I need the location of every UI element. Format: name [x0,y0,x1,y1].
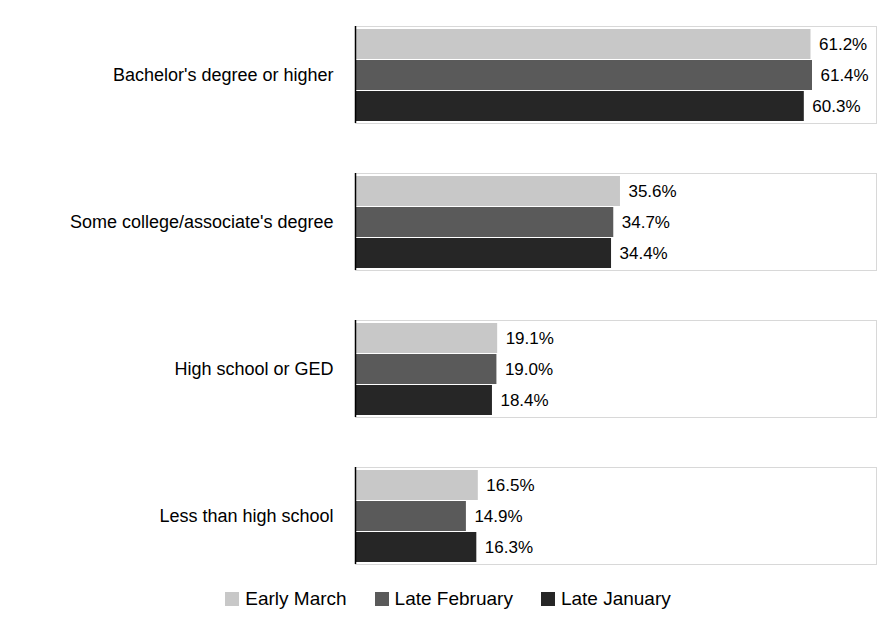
svg-text:60.3%: 60.3% [812,97,860,116]
svg-text:High school or GED: High school or GED [174,359,333,379]
svg-text:34.7%: 34.7% [622,213,670,232]
svg-text:Some college/associate's degre: Some college/associate's degree [70,212,334,232]
svg-text:Less than high school: Less than high school [159,506,333,526]
svg-text:Bachelor's degree or higher: Bachelor's degree or higher [113,65,334,85]
svg-text:16.3%: 16.3% [485,538,533,557]
svg-text:34.4%: 34.4% [620,244,668,263]
html-text:Late January: Late January [560,588,671,609]
html-text:Early March: Early March [245,588,347,609]
svg-text:19.0%: 19.0% [505,360,553,379]
svg-text:61.4%: 61.4% [820,66,868,85]
html-text:Late February: Late February [394,588,513,609]
svg-text:35.6%: 35.6% [628,182,676,201]
svg-text:18.4%: 18.4% [500,391,548,410]
svg-text:19.1%: 19.1% [506,329,554,348]
svg-text:61.2%: 61.2% [819,35,867,54]
svg-text:16.5%: 16.5% [486,476,534,495]
svg-text:14.9%: 14.9% [474,507,522,526]
